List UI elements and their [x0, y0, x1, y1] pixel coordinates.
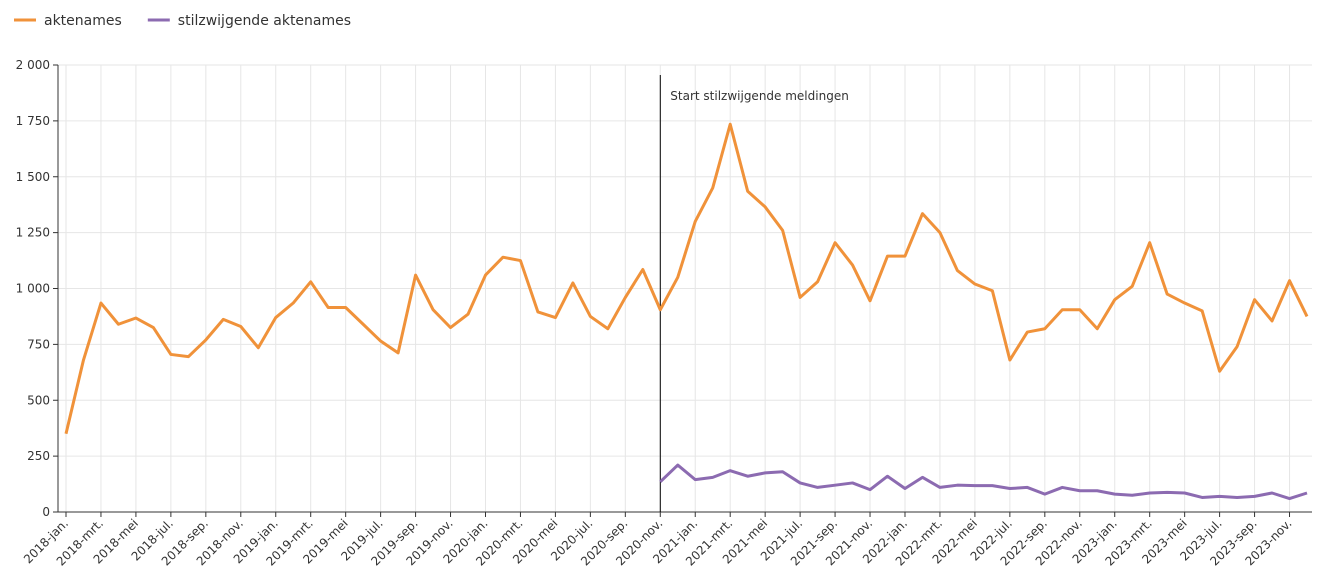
legend-label: aktenames — [44, 13, 122, 29]
legend-label: stilzwijgende aktenames — [178, 13, 351, 29]
y-tick-label: 1 500 — [16, 170, 50, 184]
y-tick-label: 1 000 — [16, 282, 50, 296]
y-tick-label: 2 000 — [16, 58, 50, 72]
y-tick-label: 250 — [27, 449, 50, 463]
y-tick-label: 1 750 — [16, 114, 50, 128]
y-tick-label: 0 — [42, 505, 50, 519]
annotation-text: Start stilzwijgende meldingen — [670, 89, 849, 103]
y-tick-label: 1 250 — [16, 226, 50, 240]
y-tick-label: 750 — [27, 337, 50, 351]
series-line — [659, 463, 1308, 501]
y-tick-label: 500 — [27, 393, 50, 407]
series-line — [64, 122, 1309, 435]
